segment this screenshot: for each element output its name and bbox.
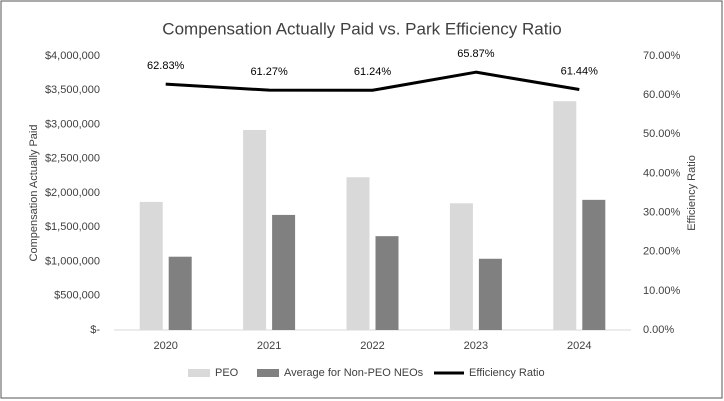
legend-swatch xyxy=(257,369,279,377)
bar xyxy=(139,201,163,330)
y-axis-title: Compensation Actually Paid xyxy=(28,125,40,262)
x-tick-label: 2020 xyxy=(153,340,177,352)
data-label: 61.44% xyxy=(561,65,599,77)
bar xyxy=(375,236,399,330)
x-tick-label: 2023 xyxy=(464,340,488,352)
bar xyxy=(449,203,473,330)
y-tick-label: $4,000,000 xyxy=(45,50,100,62)
y2-tick-label: 40.00% xyxy=(643,167,681,179)
y-tick-label: $1,000,000 xyxy=(45,255,100,267)
y-tick-label: $3,000,000 xyxy=(45,118,100,130)
legend-label: Efficiency Ratio xyxy=(469,367,545,379)
y2-tick-label: 60.00% xyxy=(643,89,681,101)
line xyxy=(165,70,580,92)
x-tick-label: 2022 xyxy=(360,340,384,352)
y2-tick-label: 70.00% xyxy=(643,50,681,62)
data-label: 65.87% xyxy=(457,48,495,60)
y2-axis-title: Efficiency Ratio xyxy=(686,155,698,231)
bar xyxy=(553,101,577,331)
y2-tick-label: 30.00% xyxy=(643,206,681,218)
data-label: 62.83% xyxy=(147,60,185,72)
y2-tick-label: 20.00% xyxy=(643,246,681,258)
y-tick-label: $1,500,000 xyxy=(45,221,100,233)
bar xyxy=(272,214,296,330)
y-tick-label: $- xyxy=(90,324,100,336)
y-tick-label: $3,500,000 xyxy=(45,84,100,96)
y-tick-label: $2,500,000 xyxy=(45,153,100,165)
x-tick-label: 2021 xyxy=(257,340,281,352)
legend-label: Average for Non-PEO NEOs xyxy=(284,367,424,379)
chart-title: Compensation Actually Paid vs. Park Effi… xyxy=(162,19,561,38)
bar xyxy=(346,177,370,330)
data-label: 61.24% xyxy=(354,66,392,78)
legend-label: PEO xyxy=(215,367,239,379)
bar xyxy=(582,199,606,330)
data-label: 61.27% xyxy=(250,66,288,78)
y2-tick-label: 10.00% xyxy=(643,285,681,297)
y2-tick-label: 50.00% xyxy=(643,128,681,140)
x-tick-label: 2024 xyxy=(567,340,591,352)
bar xyxy=(478,258,502,330)
y-tick-label: $2,000,000 xyxy=(45,187,100,199)
bar xyxy=(168,256,192,330)
y-tick-label: $500,000 xyxy=(54,290,100,302)
y2-tick-label: 0.00% xyxy=(643,324,674,336)
legend-swatch xyxy=(188,369,210,377)
bar xyxy=(243,129,267,330)
